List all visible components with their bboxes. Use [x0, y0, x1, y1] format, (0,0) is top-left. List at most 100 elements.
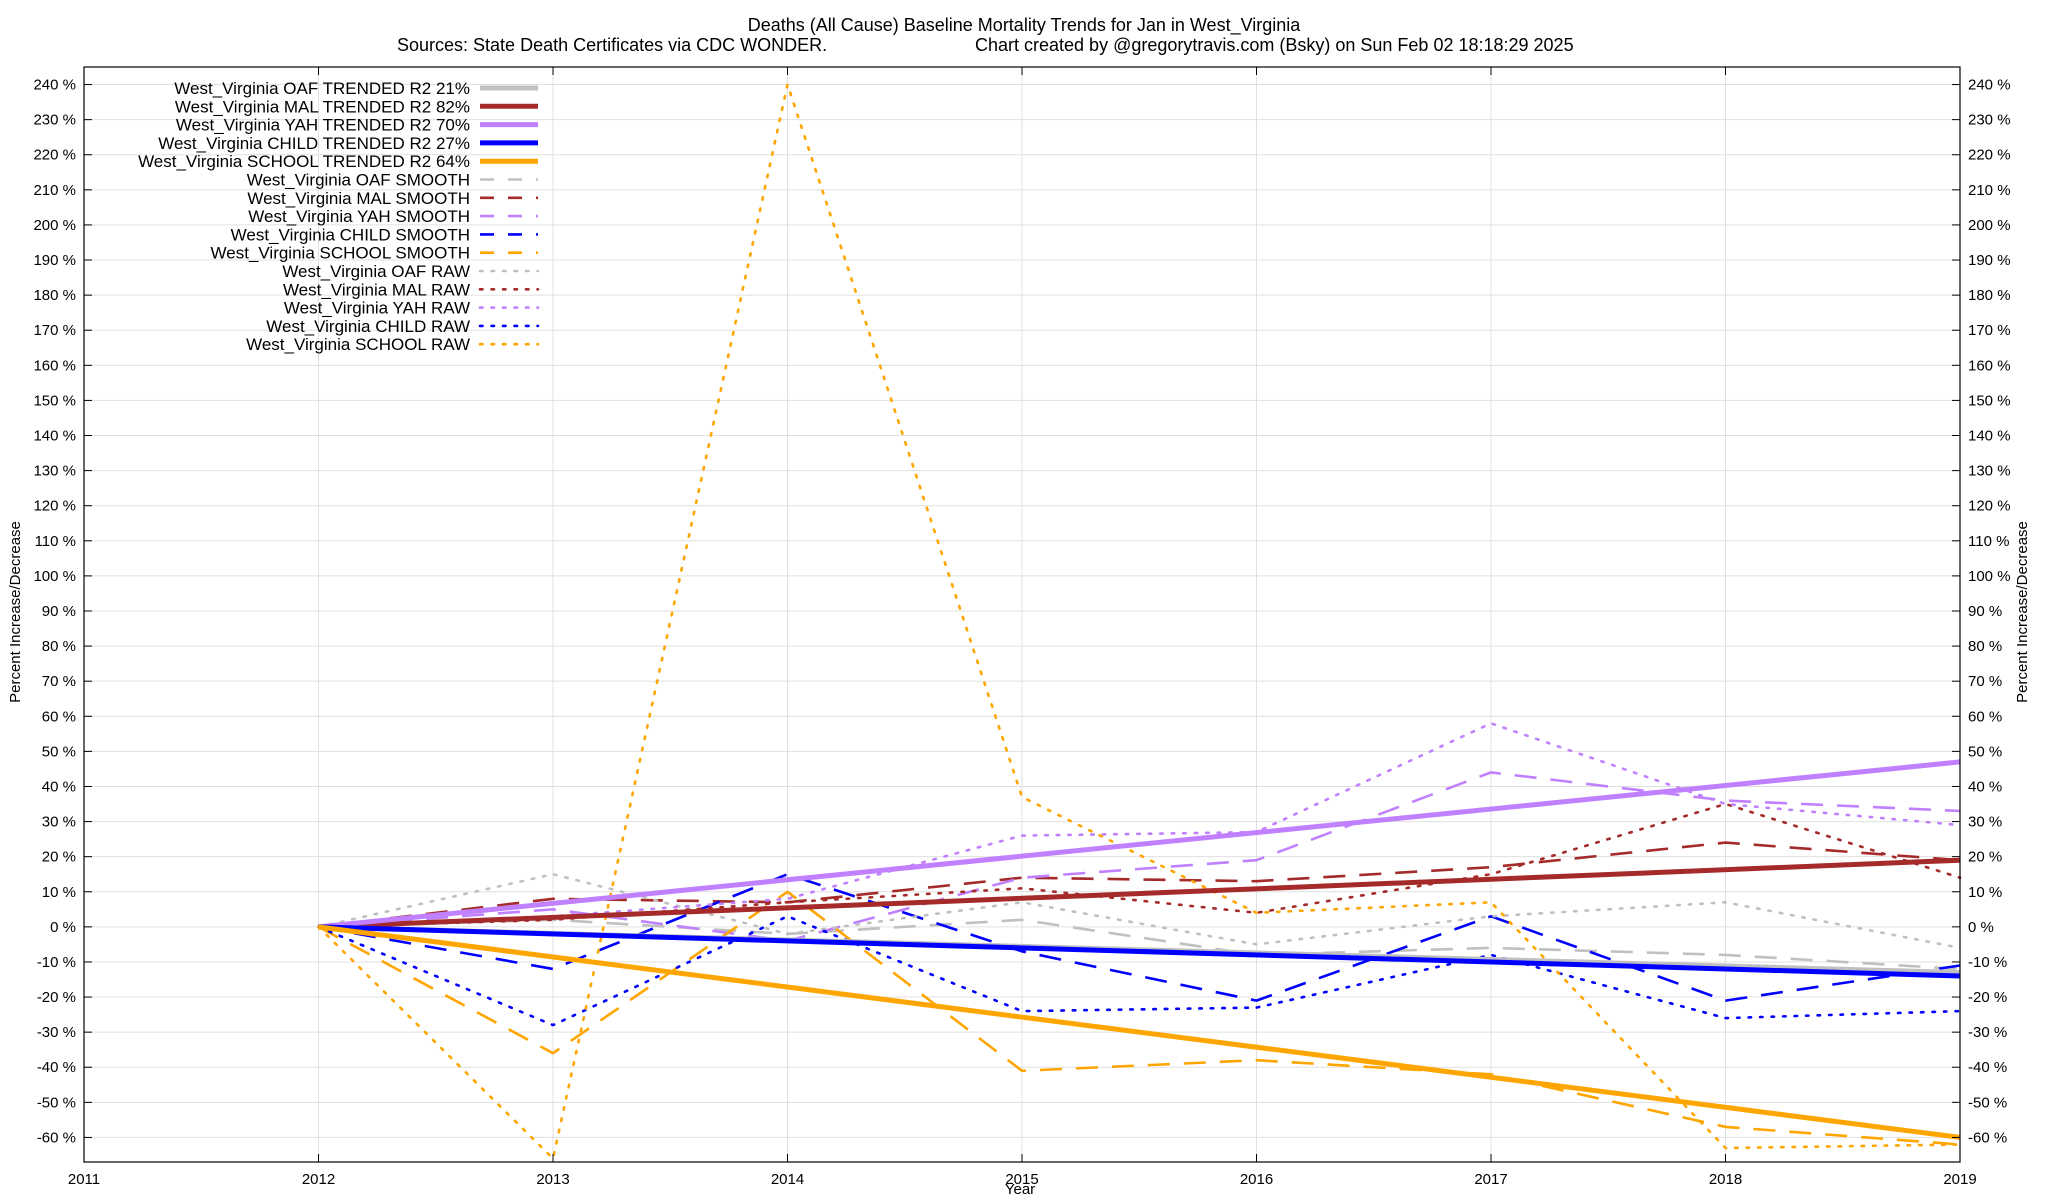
series-line-2 — [318, 759, 1961, 930]
x-tick-label: 2019 — [1943, 1171, 1976, 1188]
y-tick-label: 90 % — [42, 603, 76, 620]
x-axis-label: Year — [1005, 1181, 1035, 1198]
series-line-5 — [318, 918, 1961, 971]
legend-entry-label: West_Virginia YAH SMOOTH — [248, 207, 470, 226]
series-line-12 — [317, 721, 1962, 929]
y2-tick-label: 230 % — [1968, 112, 2011, 129]
y-tick-label: 10 % — [42, 884, 76, 901]
x-tick-label: 2014 — [771, 1171, 804, 1188]
y2-tick-label: 140 % — [1968, 428, 2011, 445]
y2-tick-label: 120 % — [1968, 498, 2011, 515]
series-line-6 — [318, 841, 1961, 929]
legend-entry-label: West_Virginia YAH TRENDED R2 70% — [176, 116, 470, 135]
y2-tick-label: 80 % — [1968, 638, 2002, 655]
y2-tick-label: 200 % — [1968, 217, 2011, 234]
series-group — [317, 83, 1962, 1160]
y2-tick-label: 70 % — [1968, 673, 2002, 690]
y-tick-label: 200 % — [33, 217, 76, 234]
y-tick-label: 240 % — [33, 77, 76, 94]
series-line-3 — [318, 924, 1961, 979]
x-tick-label: 2016 — [1240, 1171, 1273, 1188]
series-line-14 — [317, 83, 1962, 1160]
y-tick-label: 180 % — [33, 287, 76, 304]
y-tick-label: -40 % — [37, 1059, 76, 1076]
y2-tick-label: 160 % — [1968, 357, 2011, 374]
y-tick-label: 20 % — [42, 849, 76, 866]
grid — [84, 67, 1960, 1162]
legend-entry-label: West_Virginia OAF TRENDED R2 21% — [174, 79, 470, 98]
tick-group: 2011 2012 2013 2014 2015 2016 2017 2018 2019 240 … — [33, 67, 2011, 1188]
legend-entry-label: West_Virginia SCHOOL TRENDED R2 64% — [138, 152, 470, 171]
y2-tick-label: 170 % — [1968, 322, 2011, 339]
y2-tick-label: 20 % — [1968, 849, 2002, 866]
y-tick-label: 40 % — [42, 778, 76, 795]
y-tick-label: 150 % — [33, 392, 76, 409]
legend-entry-label: West_Virginia SCHOOL RAW — [246, 335, 470, 354]
y2-tick-label: -20 % — [1968, 989, 2007, 1006]
y2-tick-label: 0 % — [1968, 919, 1994, 936]
y2-tick-label: 240 % — [1968, 77, 2011, 94]
series-line-9 — [317, 890, 1961, 1146]
chart-title: Deaths (All Cause) Baseline Mortality Tr… — [748, 15, 1302, 36]
y-tick-label: 120 % — [33, 498, 76, 515]
series-line-11 — [317, 802, 1962, 929]
y2-tick-label: 100 % — [1968, 568, 2011, 585]
y2-tick-label: 150 % — [1968, 392, 2011, 409]
legend: West_Virginia OAF TRENDED R2 21%West_Vir… — [138, 79, 540, 354]
y-tick-label: 190 % — [33, 252, 76, 269]
y2-tick-label: 110 % — [1968, 533, 2009, 550]
legend-entry-label: West_Virginia OAF RAW — [282, 262, 470, 281]
y2-tick-label: -40 % — [1968, 1059, 2007, 1076]
series-line-7 — [318, 771, 1961, 943]
y-axis-label: Percent Increase/Decrease — [7, 521, 24, 703]
y-tick-label: 70 % — [42, 673, 76, 690]
chart-subtitle-source: Sources: State Death Certificates via CD… — [397, 35, 827, 55]
legend-entry-label: West_Virginia CHILD TRENDED R2 27% — [158, 134, 470, 153]
y-tick-label: 220 % — [33, 147, 76, 164]
y-tick-label: 50 % — [42, 743, 76, 760]
y-tick-label: 30 % — [42, 814, 76, 831]
x-tick-label: 2015 — [1005, 1171, 1038, 1188]
y2-tick-label: -30 % — [1968, 1024, 2007, 1041]
y-tick-label: 100 % — [33, 568, 76, 585]
y-tick-label: -20 % — [37, 989, 76, 1006]
y-tick-label: 130 % — [33, 463, 76, 480]
x-tick-label: 2017 — [1474, 1171, 1507, 1188]
x-tick-label: 2011 — [68, 1171, 100, 1188]
y2-tick-label: 40 % — [1968, 778, 2002, 795]
y2-tick-label: -10 % — [1968, 954, 2007, 971]
y-tick-label: -10 % — [37, 954, 76, 971]
y-tick-label: 210 % — [33, 182, 76, 199]
y-tick-label: -30 % — [37, 1024, 76, 1041]
y2-tick-label: 180 % — [1968, 287, 2011, 304]
y-tick-label: -50 % — [37, 1094, 76, 1111]
y-tick-label: 80 % — [42, 638, 76, 655]
y-tick-label: 160 % — [33, 357, 76, 374]
y-tick-label: -60 % — [37, 1129, 76, 1146]
y-tick-label: 60 % — [42, 708, 76, 725]
y2-tick-label: 10 % — [1968, 884, 2002, 901]
y2-tick-label: 220 % — [1968, 147, 2011, 164]
x-tick-label: 2012 — [302, 1171, 335, 1188]
y2-tick-label: -50 % — [1968, 1094, 2007, 1111]
y-tick-label: 230 % — [33, 112, 76, 129]
y-tick-label: 0 % — [50, 919, 76, 936]
y2-tick-label: 130 % — [1968, 463, 2011, 480]
y2-tick-label: 90 % — [1968, 603, 2002, 620]
x-tick-label: 2013 — [536, 1171, 569, 1188]
legend-entry-label: West_Virginia CHILD RAW — [266, 317, 470, 336]
y2-tick-label: 190 % — [1968, 252, 2011, 269]
y-tick-label: 170 % — [33, 322, 76, 339]
series-line-4 — [318, 924, 1961, 1140]
legend-entry-label: West_Virginia YAH RAW — [284, 299, 470, 318]
y-tick-label: 140 % — [33, 428, 76, 445]
legend-entry-label: West_Virginia SCHOOL SMOOTH — [211, 244, 470, 263]
chart-subtitle-credit: Chart created by @gregorytravis.com (Bsk… — [975, 35, 1574, 55]
y2-tick-label: 60 % — [1968, 708, 2002, 725]
series-line-10 — [317, 872, 1962, 950]
y2-tick-label: -60 % — [1968, 1129, 2007, 1146]
legend-entry-label: West_Virginia MAL TRENDED R2 82% — [175, 97, 470, 116]
y-tick-label: 110 % — [35, 533, 76, 550]
legend-entry-label: West_Virginia MAL RAW — [283, 280, 470, 299]
